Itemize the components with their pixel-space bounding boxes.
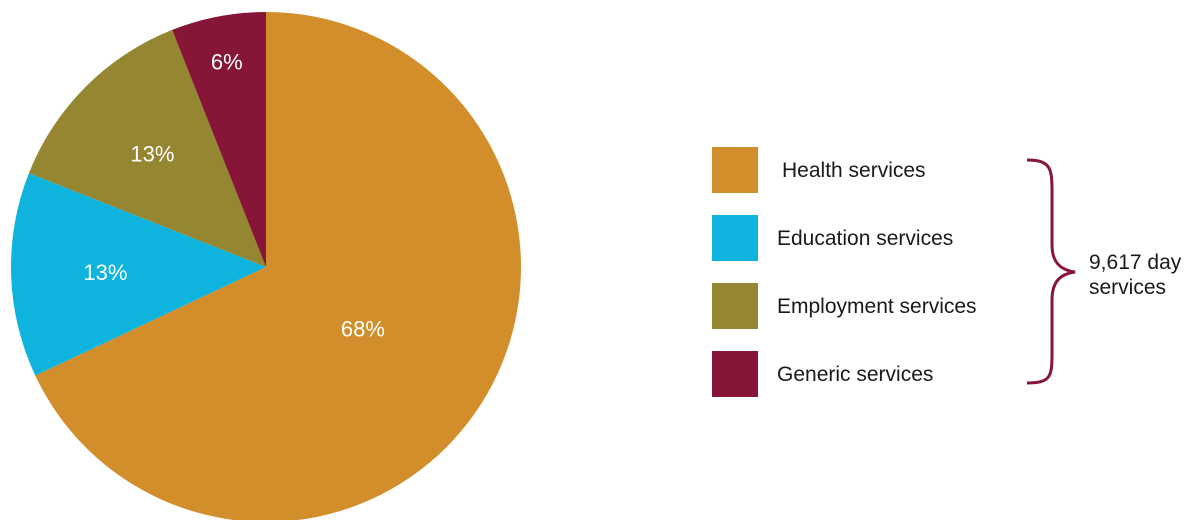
legend-label: Employment services bbox=[777, 295, 977, 318]
slice-value-label: 68% bbox=[341, 316, 385, 341]
legend-swatch bbox=[712, 283, 758, 329]
legend-label: Health services bbox=[782, 159, 926, 182]
legend-swatch bbox=[712, 147, 758, 193]
pie-slice-employment-services bbox=[28, 29, 266, 267]
legend: Health services Education services Employm… bbox=[712, 147, 977, 397]
pie-slice-education-services bbox=[10, 173, 267, 376]
legend-label: Education services bbox=[777, 227, 953, 250]
legend-label: Generic services bbox=[777, 363, 933, 386]
legend-swatch bbox=[712, 351, 758, 397]
slice-value-label: 6% bbox=[211, 50, 243, 75]
slice-value-labels: 68% 13% 13% 6% bbox=[83, 50, 385, 342]
curly-brace-icon bbox=[1026, 158, 1076, 385]
legend-bracket-group: 9,617 day services bbox=[1026, 158, 1182, 385]
slice-value-label: 13% bbox=[83, 260, 127, 285]
bracket-note-line-1: 9,617 day bbox=[1089, 251, 1182, 274]
pie-slice-health-services bbox=[35, 12, 521, 520]
legend-swatch bbox=[712, 215, 758, 261]
pie-slice-generic-services bbox=[172, 12, 266, 267]
bracket-note-line-2: services bbox=[1089, 276, 1166, 299]
pie-slices bbox=[10, 12, 521, 520]
slice-value-label: 13% bbox=[130, 141, 174, 166]
